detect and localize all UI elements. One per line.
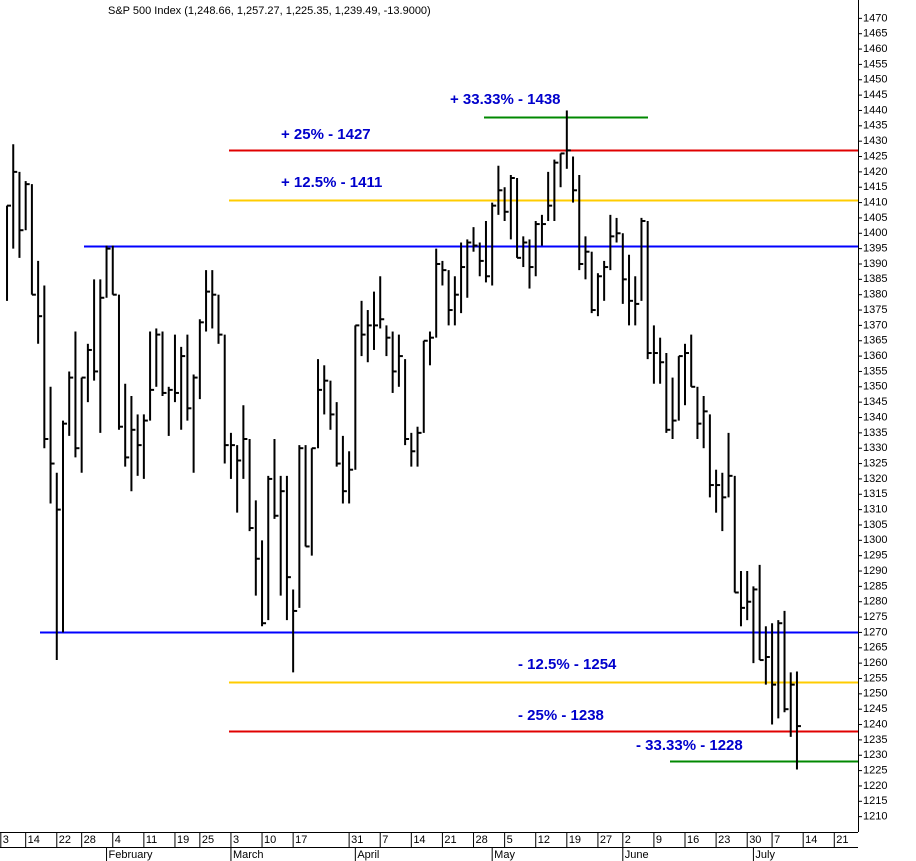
y-tick-label: 1275 <box>863 611 887 623</box>
y-tick-label: 1325 <box>863 457 887 469</box>
month-label: June <box>625 849 649 861</box>
y-tick-label: 1255 <box>863 672 887 684</box>
y-tick-label: 1360 <box>863 350 887 362</box>
x-tick-label: 17 <box>295 834 307 846</box>
y-tick-label: 1250 <box>863 688 887 700</box>
level-label: - 12.5% - 1254 <box>518 656 617 673</box>
x-tick-label: 28 <box>84 834 96 846</box>
y-tick-label: 1415 <box>863 181 887 193</box>
y-tick-label: 1385 <box>863 273 887 285</box>
y-tick-label: 1245 <box>863 703 887 715</box>
y-tick-label: 1310 <box>863 504 887 516</box>
y-tick-label: 1210 <box>863 811 887 823</box>
y-tick-label: 1285 <box>863 580 887 592</box>
x-tick-label: 28 <box>476 834 488 846</box>
y-tick-label: 1370 <box>863 319 887 331</box>
chart-title: S&P 500 Index (1,248.66, 1,257.27, 1,225… <box>108 5 431 17</box>
x-tick-label: 27 <box>600 834 612 846</box>
y-tick-label: 1410 <box>863 196 887 208</box>
y-tick-label: 1240 <box>863 718 887 730</box>
y-tick-label: 1320 <box>863 473 887 485</box>
x-tick-label: 12 <box>538 834 550 846</box>
y-tick-label: 1455 <box>863 58 887 70</box>
x-tick-label: 23 <box>718 834 730 846</box>
x-tick-label: 11 <box>146 834 157 846</box>
y-tick-label: 1215 <box>863 795 887 807</box>
month-label: July <box>755 849 775 861</box>
month-label: May <box>494 849 515 861</box>
y-tick-label: 1230 <box>863 749 887 761</box>
x-tick-label: 14 <box>413 834 425 846</box>
x-tick-label: 19 <box>569 834 581 846</box>
month-label: March <box>233 849 264 861</box>
y-tick-label: 1365 <box>863 335 887 347</box>
x-tick-label: 7 <box>774 834 780 846</box>
y-tick-label: 1300 <box>863 534 887 546</box>
y-tick-label: 1280 <box>863 596 887 608</box>
y-tick-label: 1315 <box>863 488 887 500</box>
x-tick-label: 2 <box>625 834 631 846</box>
x-tick-label: 16 <box>687 834 699 846</box>
x-tick-label: 19 <box>177 834 189 846</box>
x-tick-label: 3 <box>233 834 239 846</box>
x-tick-label: 3 <box>3 834 9 846</box>
y-tick-label: 1400 <box>863 227 887 239</box>
y-tick-label: 1225 <box>863 764 887 776</box>
x-tick-label: 14 <box>805 834 817 846</box>
x-tick-label: 7 <box>382 834 388 846</box>
y-tick-label: 1435 <box>863 120 887 132</box>
y-tick-label: 1335 <box>863 427 887 439</box>
x-tick-label: 14 <box>28 834 40 846</box>
x-tick-label: 9 <box>656 834 662 846</box>
month-label: February <box>109 849 154 861</box>
y-tick-label: 1290 <box>863 565 887 577</box>
y-tick-label: 1305 <box>863 519 887 531</box>
y-tick-label: 1265 <box>863 642 887 654</box>
y-tick-label: 1375 <box>863 304 887 316</box>
x-tick-label: 21 <box>444 834 456 846</box>
x-tick-label: 5 <box>507 834 513 846</box>
y-tick-label: 1430 <box>863 135 887 147</box>
x-tick-label: 25 <box>202 834 214 846</box>
y-tick-label: 1295 <box>863 550 887 562</box>
y-tick-label: 1465 <box>863 28 887 40</box>
y-tick-label: 1330 <box>863 442 887 454</box>
y-tick-label: 1420 <box>863 166 887 178</box>
x-tick-label: 30 <box>749 834 761 846</box>
y-tick-label: 1395 <box>863 243 887 255</box>
y-tick-label: 1220 <box>863 780 887 792</box>
y-tick-label: 1235 <box>863 734 887 746</box>
level-label: - 25% - 1238 <box>518 707 604 724</box>
y-tick-label: 1390 <box>863 258 887 270</box>
y-tick-label: 1340 <box>863 411 887 423</box>
y-tick-label: 1440 <box>863 104 887 116</box>
x-tick-label: 21 <box>836 834 848 846</box>
y-tick-label: 1460 <box>863 43 887 55</box>
y-tick-label: 1380 <box>863 289 887 301</box>
x-tick-label: 31 <box>351 834 363 846</box>
y-tick-label: 1445 <box>863 89 887 101</box>
y-tick-label: 1345 <box>863 396 887 408</box>
level-label: - 33.33% - 1228 <box>636 737 743 754</box>
y-tick-label: 1470 <box>863 12 887 24</box>
level-label: + 33.33% - 1438 <box>450 91 561 108</box>
y-tick-label: 1355 <box>863 365 887 377</box>
y-tick-label: 1350 <box>863 381 887 393</box>
x-tick-label: 4 <box>115 834 121 846</box>
x-tick-label: 22 <box>59 834 71 846</box>
y-tick-label: 1425 <box>863 150 887 162</box>
y-tick-label: 1405 <box>863 212 887 224</box>
y-tick-label: 1450 <box>863 74 887 86</box>
x-tick-label: 10 <box>264 834 276 846</box>
month-label: April <box>357 849 379 861</box>
level-label: + 25% - 1427 <box>281 126 371 143</box>
level-label: + 12.5% - 1411 <box>281 174 382 191</box>
y-tick-label: 1260 <box>863 657 887 669</box>
y-tick-label: 1270 <box>863 626 887 638</box>
